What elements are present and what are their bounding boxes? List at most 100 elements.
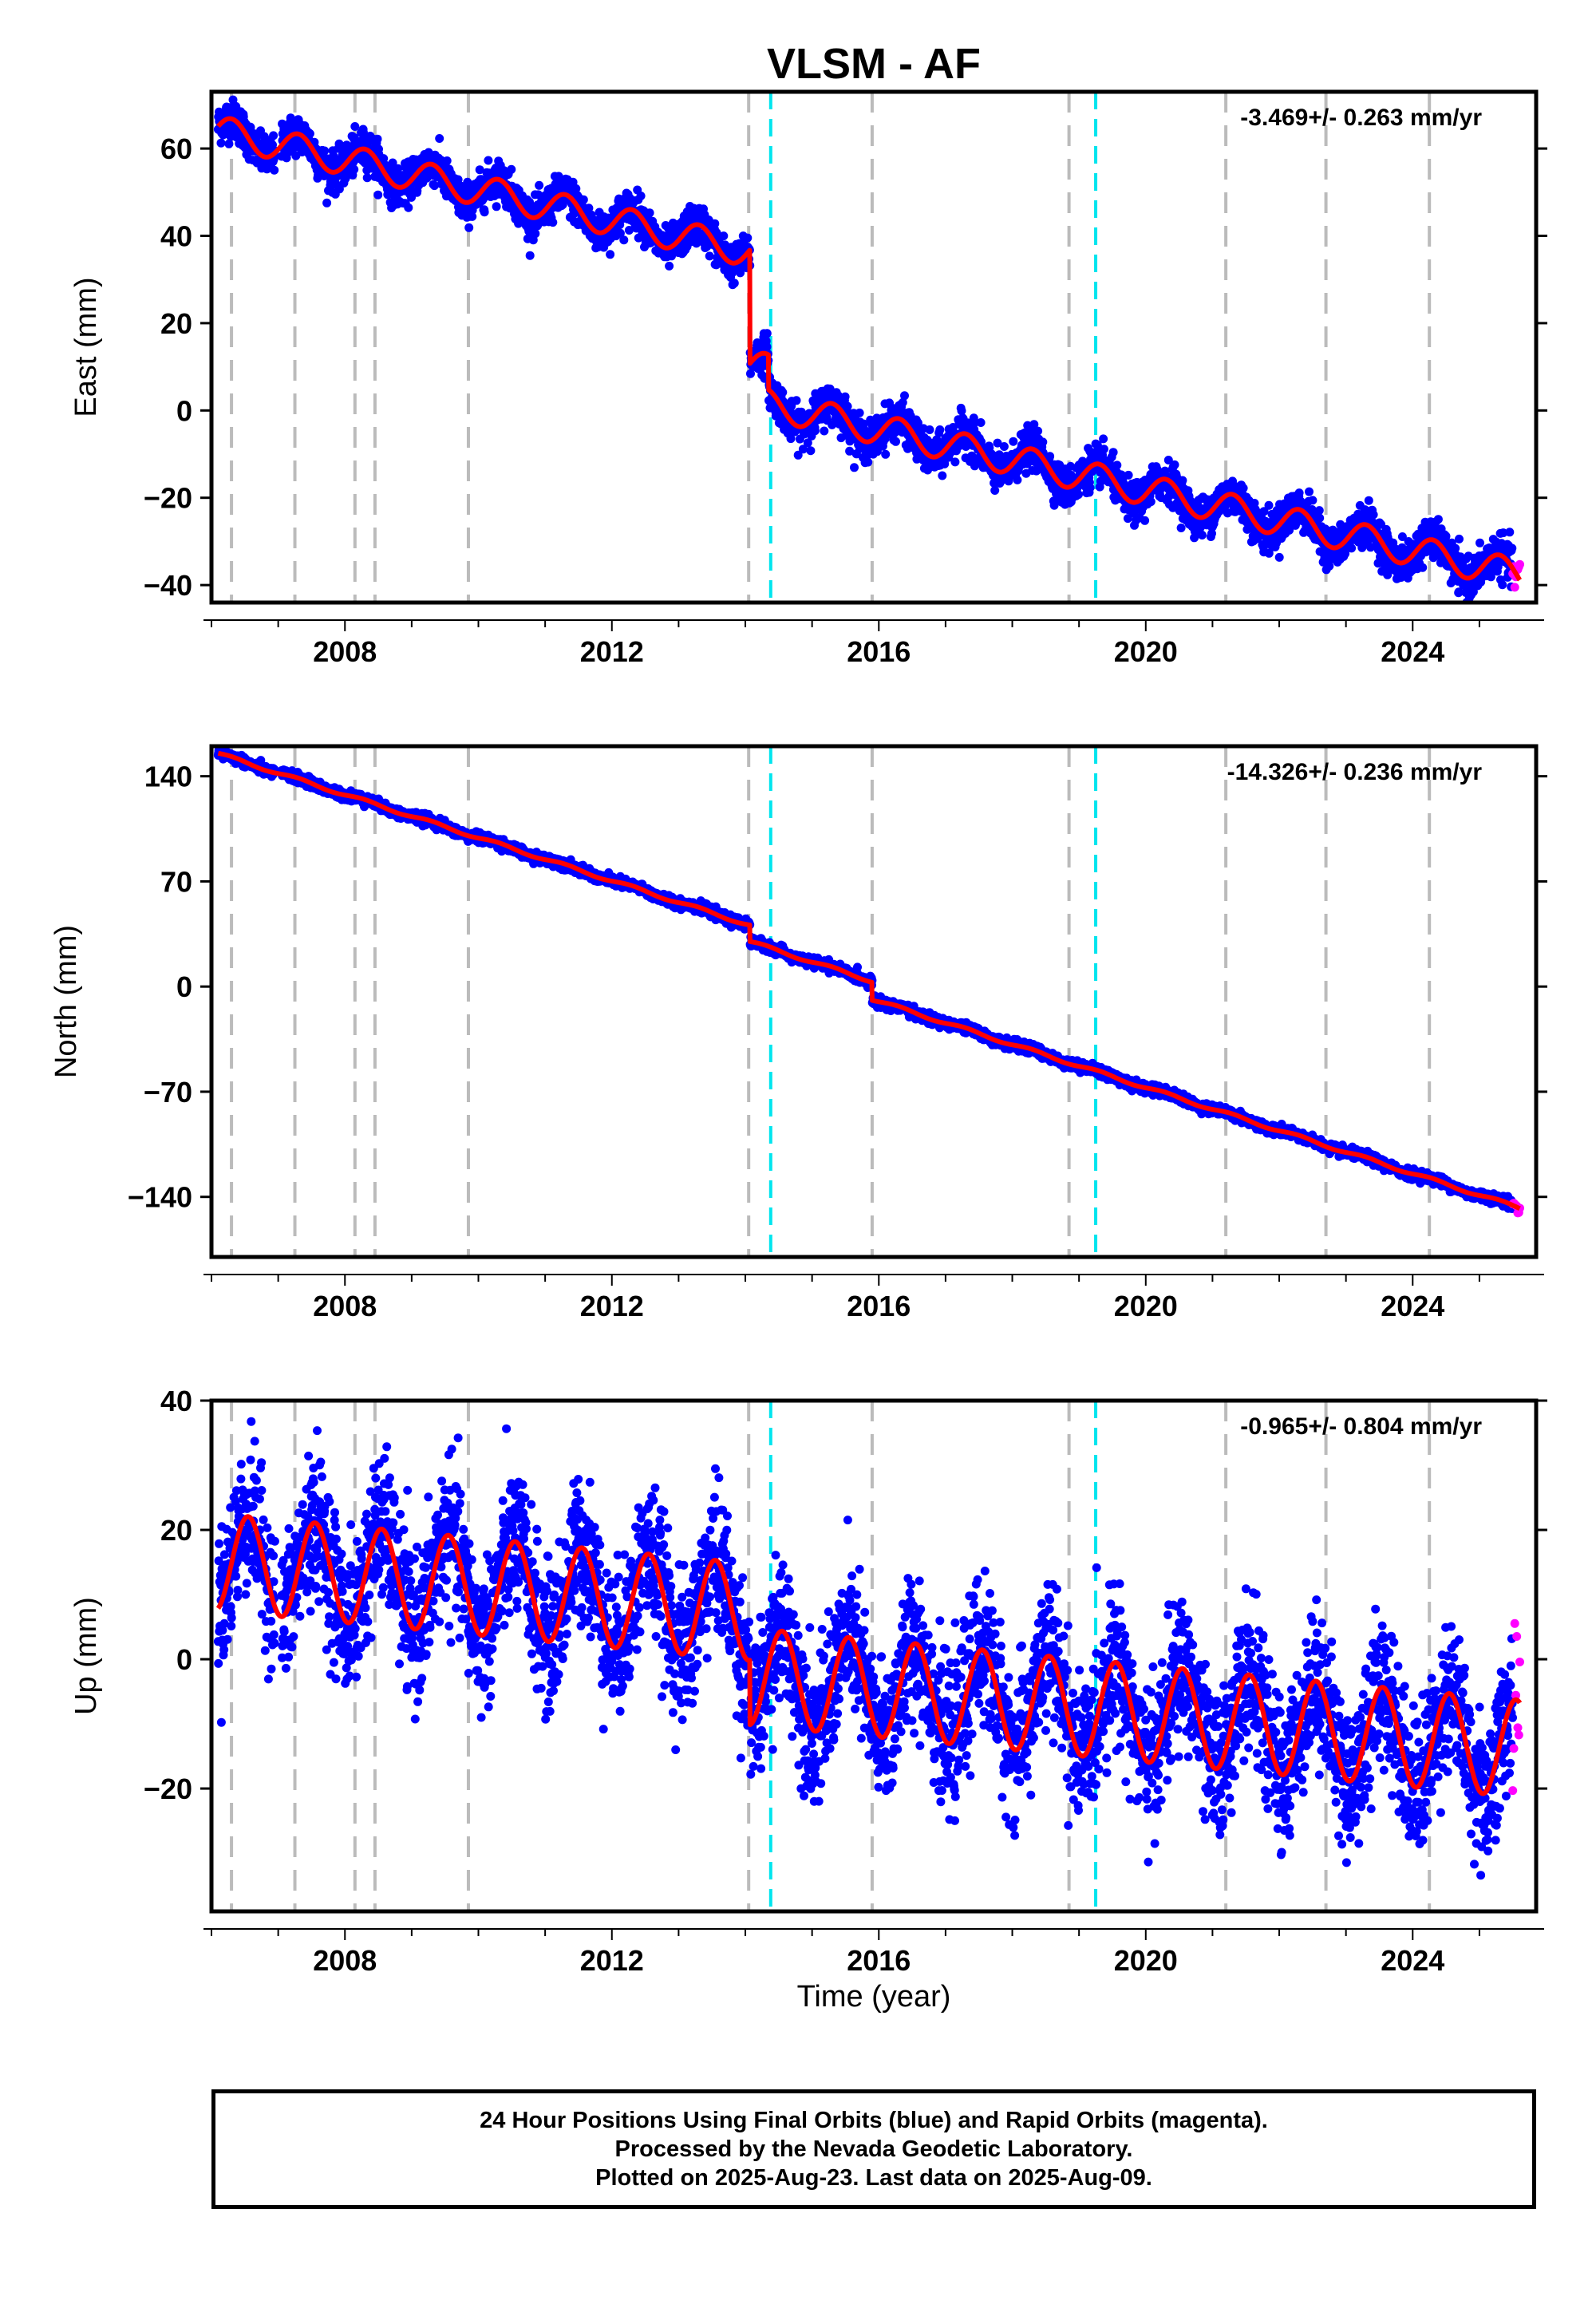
data-point: [571, 184, 581, 193]
data-point: [480, 207, 489, 217]
data-point: [665, 261, 674, 271]
data-point: [855, 408, 864, 417]
y-tick-label: −40: [144, 569, 192, 602]
data-point: [850, 463, 859, 472]
data-point: [1140, 516, 1150, 525]
rapid-point: [1510, 583, 1519, 592]
data-point: [999, 442, 1009, 451]
plot-area-east: [213, 92, 1524, 603]
data-point: [743, 233, 753, 243]
data-point: [624, 226, 634, 235]
data-point: [1009, 437, 1018, 446]
data-point: [1038, 437, 1048, 447]
data-point: [1364, 496, 1373, 505]
data-point: [1305, 487, 1314, 496]
data-point: [1369, 510, 1378, 520]
data-point: [1418, 563, 1428, 572]
data-point: [246, 123, 255, 132]
data-point: [362, 173, 372, 183]
data-point: [1108, 448, 1118, 457]
data-point: [798, 445, 808, 454]
data-point: [1099, 434, 1108, 444]
data-point: [404, 203, 413, 212]
data-point: [762, 329, 772, 338]
y-tick-label: 0: [176, 394, 192, 427]
data-point: [1498, 580, 1507, 590]
data-point: [1455, 534, 1464, 543]
data-point: [762, 342, 772, 352]
data-point: [507, 164, 516, 174]
y-tick-label: −20: [144, 482, 192, 515]
data-point: [484, 156, 493, 165]
data-point: [1197, 531, 1207, 539]
data-point: [1308, 496, 1317, 505]
data-point: [619, 235, 629, 245]
data-point: [1045, 452, 1055, 461]
data-point: [840, 392, 850, 401]
data-point: [786, 434, 796, 444]
data-point: [729, 279, 739, 288]
data-point: [475, 165, 484, 175]
data-point: [935, 425, 945, 434]
data-point: [1433, 515, 1443, 524]
data-point: [1507, 543, 1517, 553]
data-point: [531, 229, 540, 239]
final-points-east: [213, 95, 1517, 603]
data-point: [792, 396, 801, 405]
data-point: [1176, 524, 1186, 532]
data-point: [1178, 476, 1187, 485]
data-point: [341, 174, 350, 183]
data-point: [429, 181, 439, 191]
data-point: [925, 425, 934, 434]
plot-area-north: [213, 746, 1524, 1257]
data-point: [778, 388, 788, 397]
x-tick-label: 2008: [313, 635, 377, 668]
x-tick-label: 2012: [580, 635, 644, 668]
data-point: [803, 438, 812, 448]
data-point: [1112, 460, 1122, 470]
data-point: [606, 250, 615, 259]
data-point: [350, 122, 360, 131]
data-point: [1124, 470, 1133, 480]
data-point: [1264, 500, 1274, 510]
data-point: [900, 391, 909, 401]
rapid-point: [1515, 559, 1524, 569]
data-point: [1170, 460, 1179, 469]
data-point: [1099, 445, 1108, 454]
data-point: [1505, 528, 1515, 537]
data-point: [891, 437, 900, 446]
data-point: [1274, 552, 1284, 562]
data-point: [1013, 475, 1022, 484]
data-point: [492, 202, 501, 211]
data-point: [584, 204, 594, 213]
data-point: [806, 446, 816, 456]
data-point: [976, 418, 986, 427]
data-point: [863, 457, 873, 467]
data-point: [1085, 483, 1095, 492]
data-point: [435, 134, 444, 143]
data-point: [1476, 538, 1484, 547]
data-point: [820, 426, 829, 436]
data-point: [464, 223, 474, 232]
data-point: [645, 208, 654, 218]
x-tick-label: 2024: [1381, 635, 1444, 668]
x-tick-label: 2020: [1114, 635, 1178, 668]
data-point: [322, 198, 332, 207]
data-point: [710, 219, 720, 228]
y-axis-label: East (mm): [69, 277, 103, 417]
data-point: [1294, 488, 1304, 498]
data-point: [1033, 426, 1043, 436]
data-point: [810, 426, 820, 436]
data-point: [305, 129, 314, 138]
data-point: [224, 139, 234, 148]
data-point: [270, 165, 279, 175]
data-point: [881, 449, 891, 459]
data-point: [269, 131, 279, 140]
data-point: [373, 134, 382, 144]
data-point: [990, 486, 1000, 495]
data-point: [535, 180, 544, 190]
data-point: [1049, 500, 1059, 510]
